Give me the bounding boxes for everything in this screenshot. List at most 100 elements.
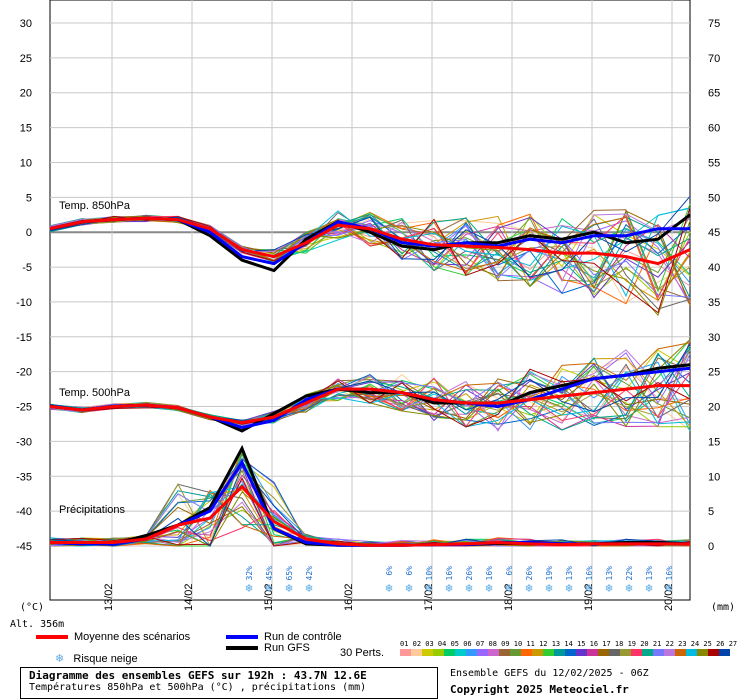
legend-control-label: Run de contrôle xyxy=(264,631,342,643)
left-tick-label: 0 xyxy=(26,227,32,239)
pert-swatch xyxy=(411,649,422,656)
right-tick-label: 15 xyxy=(708,436,720,448)
left-tick-label: -25 xyxy=(16,402,32,414)
snowflake-icon: ❄ xyxy=(565,581,572,595)
snowflake-icon: ❄ xyxy=(625,581,632,595)
pert-swatch xyxy=(521,649,532,656)
legend-snow: ❄ Risque neige xyxy=(55,652,138,665)
snow-risk-percent: 26% xyxy=(525,566,534,581)
pert-swatch xyxy=(598,649,609,656)
pert-swatch xyxy=(675,649,686,656)
x-tick-label: 15/02 xyxy=(263,583,275,611)
right-tick-label: 10 xyxy=(708,471,720,483)
snowflake-icon: ❄ xyxy=(485,581,492,595)
snowflake-icon: ❄ xyxy=(405,581,412,595)
snow-risk-percent: 6% xyxy=(505,566,514,576)
right-tick-label: 30 xyxy=(708,332,720,344)
pert-swatch xyxy=(587,649,598,656)
pert-swatch xyxy=(664,649,675,656)
snow-risk-percent: 65% xyxy=(285,566,294,581)
pert-swatch xyxy=(565,649,576,656)
legend-pert-numbers: 01 02 03 04 05 06 07 08 09 10 11 12 13 1… xyxy=(400,640,740,648)
left-tick-label: -45 xyxy=(16,541,32,553)
pert-swatch xyxy=(510,649,521,656)
pert-swatch xyxy=(466,649,477,656)
left-tick-label: -40 xyxy=(16,506,32,518)
snow-risk-percent: 45% xyxy=(265,566,274,581)
pert-swatch xyxy=(455,649,466,656)
snow-risk-percent: 42% xyxy=(305,566,314,581)
left-tick-label: 15 xyxy=(20,123,32,135)
series-precip-line xyxy=(50,484,690,547)
snowflake-icon: ❄ xyxy=(425,581,432,595)
label-t850: Temp. 850hPa xyxy=(59,200,131,212)
footer-subtitle: Températures 850hPa et 500hPa (°C) , pré… xyxy=(29,682,367,693)
pert-swatch xyxy=(708,649,719,656)
pert-swatch xyxy=(631,649,642,656)
right-tick-label: 35 xyxy=(708,297,720,309)
snow-risk-percent: 26% xyxy=(465,566,474,581)
pert-swatch xyxy=(532,649,543,656)
pert-swatch xyxy=(554,649,565,656)
snowflake-icon: ❄ xyxy=(445,581,452,595)
snowflake-icon: ❄ xyxy=(285,581,292,595)
pert-swatch xyxy=(576,649,587,656)
ensemble-t850-line xyxy=(49,214,691,299)
right-tick-label: 65 xyxy=(708,88,720,100)
right-tick-label: 20 xyxy=(708,402,720,414)
altitude-label: Alt. 356m xyxy=(10,619,64,630)
pert-swatch xyxy=(642,649,653,656)
main-series xyxy=(49,213,691,547)
snow-risk-percent: 6% xyxy=(385,566,394,576)
snowflake-icon: ❄ xyxy=(55,653,65,665)
ensemble-precip-line xyxy=(49,491,691,547)
pert-swatch xyxy=(477,649,488,656)
pert-swatch xyxy=(653,649,664,656)
legend-mean-swatch xyxy=(36,635,68,640)
left-tick-label: 5 xyxy=(26,192,32,204)
right-tick-label: 40 xyxy=(708,262,720,274)
label-t500: Temp. 500hPa xyxy=(59,387,131,399)
snow-risk-percent: 13% xyxy=(645,566,654,581)
footer-title: Diagramme des ensembles GEFS sur 192h : … xyxy=(29,669,367,682)
snowflake-icon: ❄ xyxy=(385,581,392,595)
x-tick-label: 16/02 xyxy=(343,583,355,611)
snowflake-icon: ❄ xyxy=(585,581,592,595)
x-tick-label: 20/02 xyxy=(663,583,675,611)
snow-risk-percent: 19% xyxy=(545,566,554,581)
footer-copyright: Copyright 2025 Meteociel.fr xyxy=(450,683,629,696)
snowflake-icon: ❄ xyxy=(265,581,272,595)
legend-gfs: Run GFS xyxy=(226,642,310,654)
right-tick-label: 55 xyxy=(708,157,720,169)
legend-snow-label: Risque neige xyxy=(73,653,138,665)
x-tick-label: 13/02 xyxy=(103,583,115,611)
x-tick-label: 18/02 xyxy=(503,583,515,611)
pert-swatch xyxy=(719,649,730,656)
right-tick-label: 25 xyxy=(708,367,720,379)
left-tick-label: 25 xyxy=(20,53,32,65)
left-tick-label: -20 xyxy=(16,367,32,379)
pert-swatch xyxy=(444,649,455,656)
legend-perts: 30 Perts. xyxy=(340,647,385,659)
snowflake-icon: ❄ xyxy=(245,581,252,595)
series-t500-line xyxy=(49,384,690,425)
snow-risk-percent: 16% xyxy=(665,566,674,581)
legend-mean: Moyenne des scénarios xyxy=(36,631,190,643)
left-tick-label: -5 xyxy=(22,262,32,274)
snow-risk-percent: 13% xyxy=(565,566,574,581)
pert-swatch xyxy=(422,649,433,656)
pert-swatch xyxy=(488,649,499,656)
snowflake-icon: ❄ xyxy=(525,581,532,595)
legend-control: Run de contrôle xyxy=(226,631,342,643)
snow-risk-percent: 16% xyxy=(485,566,494,581)
pert-swatch xyxy=(400,649,411,656)
label-precip: Précipitations xyxy=(59,504,126,516)
left-tick-label: 10 xyxy=(20,157,32,169)
snowflake-icon: ❄ xyxy=(605,581,612,595)
right-tick-label: 5 xyxy=(708,506,714,518)
right-tick-label: 70 xyxy=(708,53,720,65)
left-tick-label: -15 xyxy=(16,332,32,344)
ensemble-t850-line xyxy=(49,216,691,302)
right-axis-unit: (mm) xyxy=(711,602,735,613)
